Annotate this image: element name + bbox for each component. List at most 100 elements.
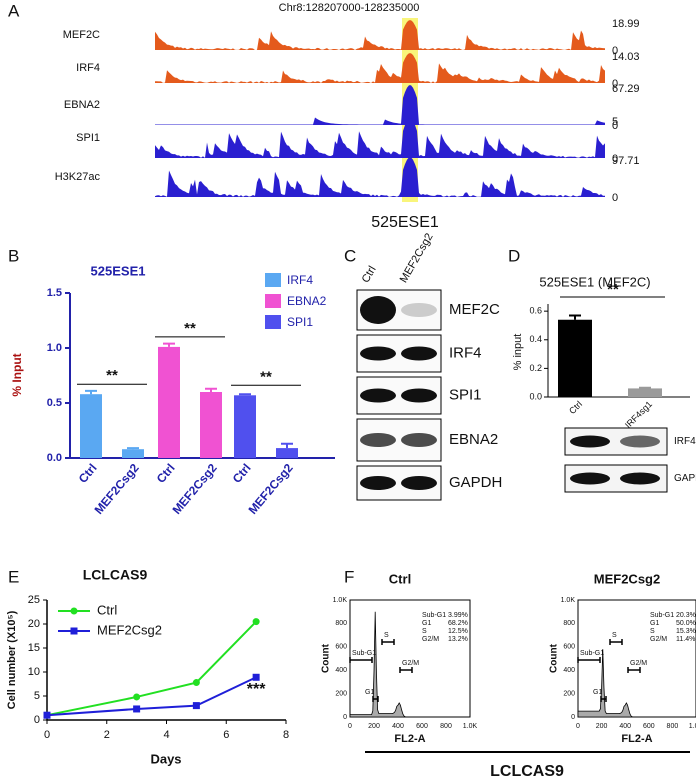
y-tick-label: 0 [34, 714, 40, 726]
x-tick-label: Ctrl [154, 461, 178, 486]
error-bar [239, 393, 251, 396]
flow-y-tick: 600 [563, 644, 575, 651]
track-max: 67.29 [612, 83, 640, 95]
blot-band [620, 472, 660, 485]
x-tick-label: 6 [223, 729, 229, 741]
footer-label: LCLCAS9 [490, 763, 564, 780]
protein-label: MEF2C [449, 301, 500, 318]
flow-y-tick: 800 [563, 620, 575, 627]
y-tick-label: 0.2 [529, 363, 542, 373]
series-line [46, 620, 257, 717]
track-name: IRF4 [76, 62, 100, 74]
track-max: 97.71 [612, 155, 640, 167]
x-tick-label: 8 [283, 729, 289, 741]
x-tick-label: Ctrl [76, 461, 100, 486]
track-name: MEF2C [63, 29, 100, 41]
flow-stat: 50.0% [676, 620, 696, 627]
track-min: 0 [612, 120, 618, 132]
blot-band [360, 346, 396, 361]
flow-stat: S [422, 628, 427, 635]
flow-y-label: Count [549, 643, 560, 673]
x-tick-label: MEF2Csg2 [170, 461, 220, 517]
flow-stat: 13.2% [448, 636, 468, 643]
annotation: ** [106, 367, 118, 384]
track-element: 525ESE1 [371, 214, 439, 231]
y-tick-label: 20 [28, 618, 40, 630]
flow-x-tick: 600 [416, 723, 428, 730]
error-bar [205, 387, 217, 392]
legend-marker [70, 627, 78, 635]
flow-histogram [577, 649, 696, 718]
y-tick-label: 0.0 [529, 391, 542, 401]
annotation: *** [247, 681, 266, 698]
track-signal [155, 20, 605, 50]
flow-stat: 15.3% [676, 628, 696, 635]
flow-stat: 68.2% [448, 620, 468, 627]
x-tick-label: MEF2Csg2 [246, 461, 296, 517]
y-tick-label: 1.0 [47, 342, 62, 354]
flow-y-tick: 200 [335, 690, 347, 697]
flow-x-label: FL2-A [621, 733, 652, 745]
annotation: ** [607, 281, 619, 298]
legend-swatch [265, 294, 281, 308]
flow-gate [627, 667, 641, 673]
point [43, 711, 51, 719]
bar [122, 449, 144, 458]
flow-gate-label: Sub-G1 [352, 650, 376, 657]
lane-label: MEF2Csg2 [398, 231, 436, 285]
track-name: SPI1 [76, 132, 100, 144]
y-tick-label: 25 [28, 594, 40, 606]
y-tick-label: 1.5 [47, 287, 62, 299]
bar [158, 346, 180, 458]
track-signal [155, 118, 605, 158]
flow-title: Ctrl [389, 571, 411, 586]
flow-y-tick: 0 [343, 714, 347, 721]
flow-stat: 11.4% [676, 636, 695, 643]
x-tick-label: IRF4sg1 [623, 399, 654, 430]
y-axis-label: % input [512, 334, 524, 371]
flow-x-tick: 200 [368, 723, 380, 730]
flow-gate-label: S [384, 632, 389, 639]
panel-label: B [8, 246, 19, 265]
blot-band [401, 346, 437, 361]
blot-band [360, 433, 396, 447]
panel-label: F [344, 567, 354, 586]
x-tick-label: Ctrl [230, 461, 254, 486]
track-max: 18.99 [612, 18, 640, 30]
panel-label: E [8, 567, 19, 586]
flow-y-label: Count [321, 643, 332, 673]
y-tick-label: 10 [28, 666, 40, 678]
legend-label: IRF4 [287, 273, 313, 287]
flow-x-tick: 1.0K [689, 723, 696, 730]
flow-x-tick: 600 [643, 723, 655, 730]
protein-label: IRF4 [674, 436, 696, 447]
axes [46, 600, 286, 721]
legend-label: MEF2Csg2 [97, 622, 162, 637]
x-tick-label: 0 [44, 729, 50, 741]
x-axis-label: Days [150, 751, 181, 766]
error-bar [127, 447, 139, 450]
chart-title: 525ESE1 (MEF2C) [539, 274, 650, 289]
chart-title: LCLCAS9 [83, 567, 148, 583]
legend-swatch [265, 315, 281, 329]
y-tick-label: 0.5 [47, 397, 62, 409]
flow-y-tick: 0 [571, 714, 575, 721]
protein-label: EBNA2 [449, 431, 498, 448]
flow-stat: 3.99% [448, 612, 468, 619]
flow-x-tick: 1.0K [463, 723, 478, 730]
protein-label: IRF4 [449, 344, 482, 361]
flow-stat: 20.3% [676, 612, 696, 619]
y-tick-label: 0.6 [529, 306, 542, 316]
flow-gate-label: G1 [593, 689, 602, 696]
flow-y-tick: 400 [335, 667, 347, 674]
legend-swatch [265, 273, 281, 287]
panel-label: C [344, 246, 356, 265]
legend-label: SPI1 [287, 315, 313, 329]
protein-label: GAPDH [449, 474, 502, 491]
flow-x-tick: 200 [596, 723, 608, 730]
track-min: 0 [612, 78, 618, 90]
flow-x-tick: 0 [576, 723, 580, 730]
blot-band [360, 296, 396, 324]
legend-label: EBNA2 [287, 294, 327, 308]
